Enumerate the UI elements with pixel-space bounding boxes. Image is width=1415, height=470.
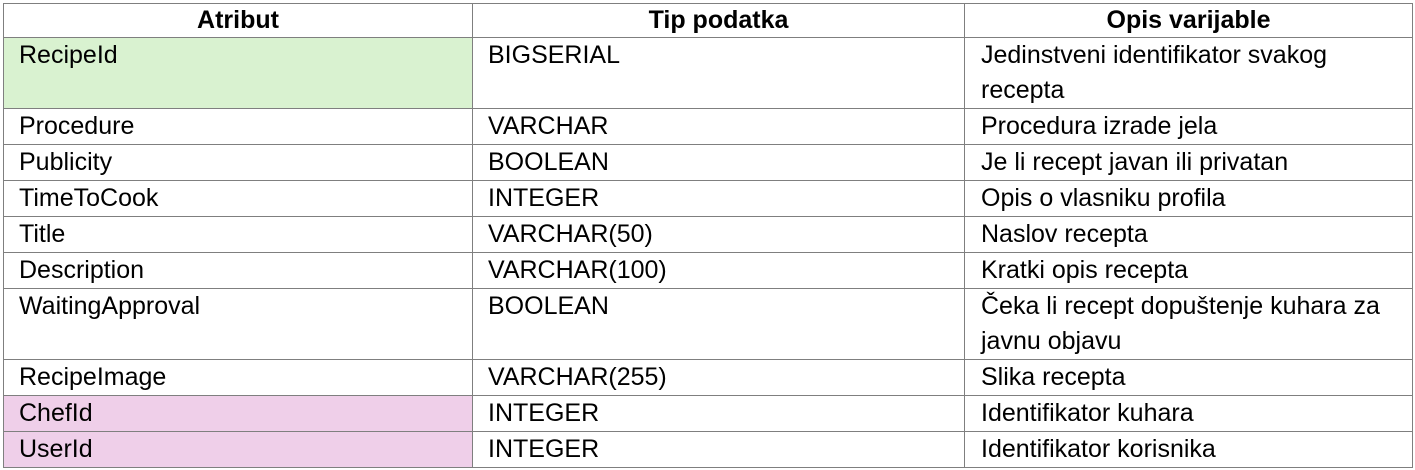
table-row: RecipeId BIGSERIAL Jedinstveni identifik… [3, 37, 1413, 109]
cell-type: INTEGER [472, 395, 965, 432]
header-attribute: Atribut [3, 3, 473, 38]
cell-type: VARCHAR [472, 108, 965, 145]
cell-description: Čeka li recept dopuštenje kuhara za javn… [964, 288, 1413, 360]
cell-type: VARCHAR(100) [472, 252, 965, 289]
cell-attribute: Title [3, 216, 473, 253]
cell-attribute-primary-key: RecipeId [3, 37, 473, 109]
cell-description: Procedura izrade jela [964, 108, 1413, 145]
table-row: WaitingApproval BOOLEAN Čeka li recept d… [3, 288, 1413, 360]
table-row: Publicity BOOLEAN Je li recept javan ili… [3, 144, 1413, 181]
table-row: Description VARCHAR(100) Kratki opis rec… [3, 252, 1413, 289]
cell-type: BIGSERIAL [472, 37, 965, 109]
cell-type: VARCHAR(50) [472, 216, 965, 253]
cell-type: INTEGER [472, 180, 965, 217]
table-row: ChefId INTEGER Identifikator kuhara [3, 395, 1413, 432]
cell-attribute: RecipeImage [3, 359, 473, 396]
cell-type: BOOLEAN [472, 144, 965, 181]
cell-description: Opis o vlasniku profila [964, 180, 1413, 217]
cell-attribute: Description [3, 252, 473, 289]
table-row: TimeToCook INTEGER Opis o vlasniku profi… [3, 180, 1413, 217]
table-row: UserId INTEGER Identifikator korisnika [3, 431, 1413, 468]
table-row: Procedure VARCHAR Procedura izrade jela [3, 108, 1413, 145]
cell-type: VARCHAR(255) [472, 359, 965, 396]
cell-type: INTEGER [472, 431, 965, 468]
cell-attribute: TimeToCook [3, 180, 473, 217]
table-row: RecipeImage VARCHAR(255) Slika recepta [3, 359, 1413, 396]
cell-attribute: Procedure [3, 108, 473, 145]
recipe-attributes-table: Atribut Tip podatka Opis varijable Recip… [3, 3, 1413, 468]
table-row: Title VARCHAR(50) Naslov recepta [3, 216, 1413, 253]
cell-description: Kratki opis recepta [964, 252, 1413, 289]
cell-description: Slika recepta [964, 359, 1413, 396]
cell-description: Je li recept javan ili privatan [964, 144, 1413, 181]
cell-description: Identifikator korisnika [964, 431, 1413, 468]
cell-type: BOOLEAN [472, 288, 965, 360]
cell-attribute: Publicity [3, 144, 473, 181]
cell-attribute-foreign-key: ChefId [3, 395, 473, 432]
cell-description: Identifikator kuhara [964, 395, 1413, 432]
table-header-row: Atribut Tip podatka Opis varijable [3, 3, 1413, 38]
cell-attribute: WaitingApproval [3, 288, 473, 360]
cell-description: Jedinstveni identifikator svakog recepta [964, 37, 1413, 109]
cell-description: Naslov recepta [964, 216, 1413, 253]
header-description: Opis varijable [964, 3, 1413, 38]
header-data-type: Tip podatka [472, 3, 965, 38]
cell-attribute-foreign-key: UserId [3, 431, 473, 468]
